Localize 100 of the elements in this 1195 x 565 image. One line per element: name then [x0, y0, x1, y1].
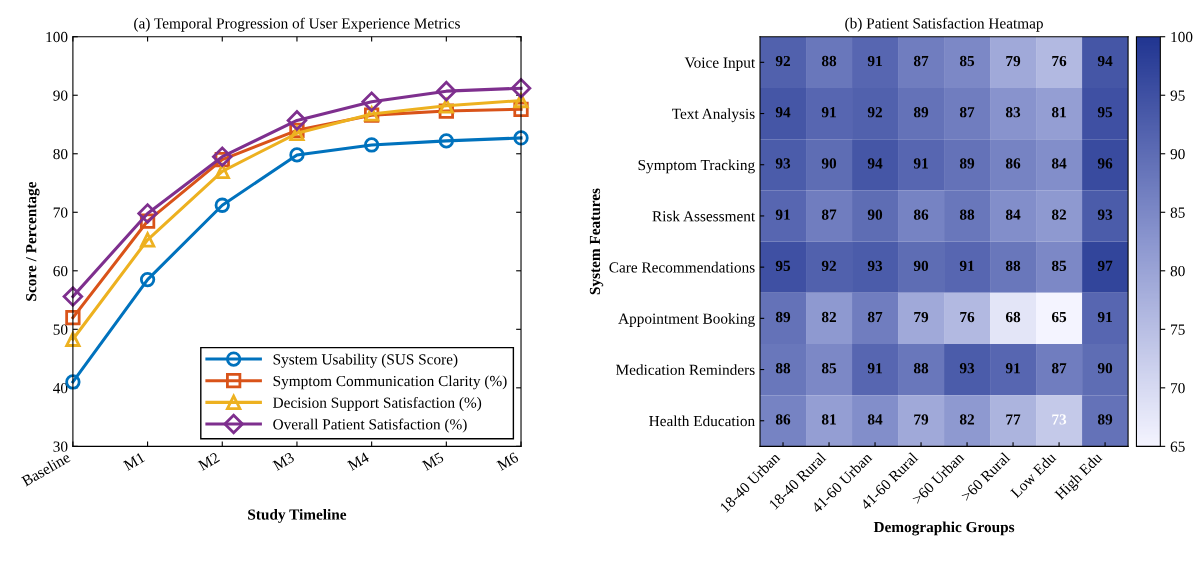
data-label: 81 [821, 414, 836, 425]
point [139, 271, 156, 288]
color-bar-label: 90 [1170, 148, 1185, 160]
legend-label: Symptom Communication Clarity (%) [273, 375, 507, 390]
data-label: 84 [867, 414, 883, 425]
y-tick-label: Voice Input [684, 57, 756, 71]
point [513, 130, 529, 146]
data-label: 91 [821, 107, 836, 118]
data-label: 88 [959, 209, 975, 220]
data-label: 93 [959, 363, 975, 374]
chart-title: (b) Patient Satisfaction Heatmap [845, 17, 1043, 32]
x-tick-label: M1 [122, 452, 146, 471]
data-label: 91 [867, 55, 882, 67]
point [65, 309, 81, 326]
data-label: 91 [1097, 311, 1112, 323]
data-label: 91 [775, 209, 790, 220]
data-label: 93 [775, 158, 791, 169]
data-label: 85 [1051, 260, 1067, 271]
data-label: 82 [959, 414, 975, 425]
data-label: 88 [1005, 260, 1021, 271]
data-label: 76 [960, 311, 975, 323]
y-tick-label: Health Education [649, 415, 755, 427]
data-label: 89 [913, 107, 929, 118]
data-label: 91 [913, 158, 928, 169]
x-tick-label: M6 [496, 451, 520, 471]
x-axis-title: Study Timeline [248, 508, 347, 523]
data-label: 84 [1051, 158, 1067, 169]
data-label: 87 [913, 55, 929, 67]
point [364, 137, 380, 153]
color-bar-label: 70 [1171, 382, 1185, 394]
data-label: 82 [821, 311, 837, 323]
data-label: 86 [775, 414, 791, 425]
data-label: 65 [1051, 311, 1067, 323]
data-label: 93 [867, 260, 883, 271]
data-label: 90 [821, 158, 837, 169]
y-tick-label: Text Analysis [672, 108, 755, 123]
legend-label: Decision Support Satisfaction (%) [273, 396, 482, 411]
point [289, 147, 305, 163]
y-tick-label: Appointment Booking [618, 313, 755, 327]
data-label: 90 [913, 260, 929, 271]
data-label: 88 [913, 363, 929, 374]
y-tick-label: 70 [53, 207, 68, 218]
color-bar-label: 75 [1171, 324, 1185, 335]
color-bar-label: 80 [1170, 265, 1185, 277]
data-label: 97 [1097, 260, 1113, 271]
data-label: 95 [775, 260, 791, 271]
color-bar-label: 95 [1170, 90, 1185, 101]
data-label: 87 [959, 107, 975, 118]
data-label: 91 [867, 363, 882, 374]
x-tick-label: M5 [421, 452, 445, 471]
point [137, 203, 158, 224]
data-label: 86 [913, 209, 929, 220]
data-label: 89 [959, 158, 975, 169]
color-bar-label: 65 [1170, 441, 1185, 452]
data-label: 81 [1051, 107, 1066, 118]
point [214, 163, 230, 179]
y-axis-title: Score / Percentage [26, 181, 40, 301]
legend-label: System Usability (SUS Score) [273, 353, 458, 368]
data-label: 96 [1097, 158, 1113, 169]
data-label: 92 [775, 55, 791, 67]
y-tick-label: 60 [53, 265, 68, 277]
data-label: 85 [821, 363, 837, 374]
data-label: 88 [775, 363, 791, 374]
data-label: 94 [867, 158, 883, 169]
data-label: 92 [821, 260, 837, 271]
data-label: 90 [867, 209, 883, 220]
data-label: 79 [914, 311, 929, 323]
point [438, 98, 454, 114]
point [361, 91, 382, 112]
point [286, 110, 308, 131]
data-label: 82 [1051, 209, 1067, 220]
legend-label: Overall Patient Satisfaction (%) [273, 418, 467, 433]
data-label: 94 [775, 107, 791, 118]
point [510, 77, 532, 99]
data-label: 86 [1005, 158, 1021, 169]
data-label: 68 [1005, 311, 1021, 323]
data-label: 79 [1006, 55, 1021, 67]
y-tick-label: Medication Reminders [616, 364, 755, 375]
point [62, 286, 84, 307]
data-label: 87 [821, 209, 837, 220]
data-label: 89 [1097, 414, 1113, 425]
x-axis-title: Demographic Groups [873, 521, 1015, 536]
data-label: 94 [1097, 55, 1113, 67]
y-tick-label: 80 [53, 148, 68, 160]
y-tick-label: 30 [53, 441, 68, 452]
y-tick-label: Symptom Tracking [638, 159, 755, 174]
data-label: 84 [1005, 209, 1021, 220]
data-label: 91 [1005, 363, 1020, 374]
data-label: 79 [914, 414, 929, 425]
y-axis-title: System Features [589, 188, 604, 295]
data-label: 73 [1052, 414, 1067, 425]
data-label: 83 [1005, 107, 1021, 118]
data-label: 77 [1006, 414, 1021, 425]
color-bar-label: 85 [1170, 207, 1185, 218]
y-tick-label: Risk Assessment [652, 210, 756, 222]
data-label: 89 [775, 311, 791, 323]
data-label: 93 [1097, 209, 1113, 220]
point [212, 146, 233, 167]
x-tick-label: M2 [197, 452, 220, 471]
point [214, 197, 230, 213]
